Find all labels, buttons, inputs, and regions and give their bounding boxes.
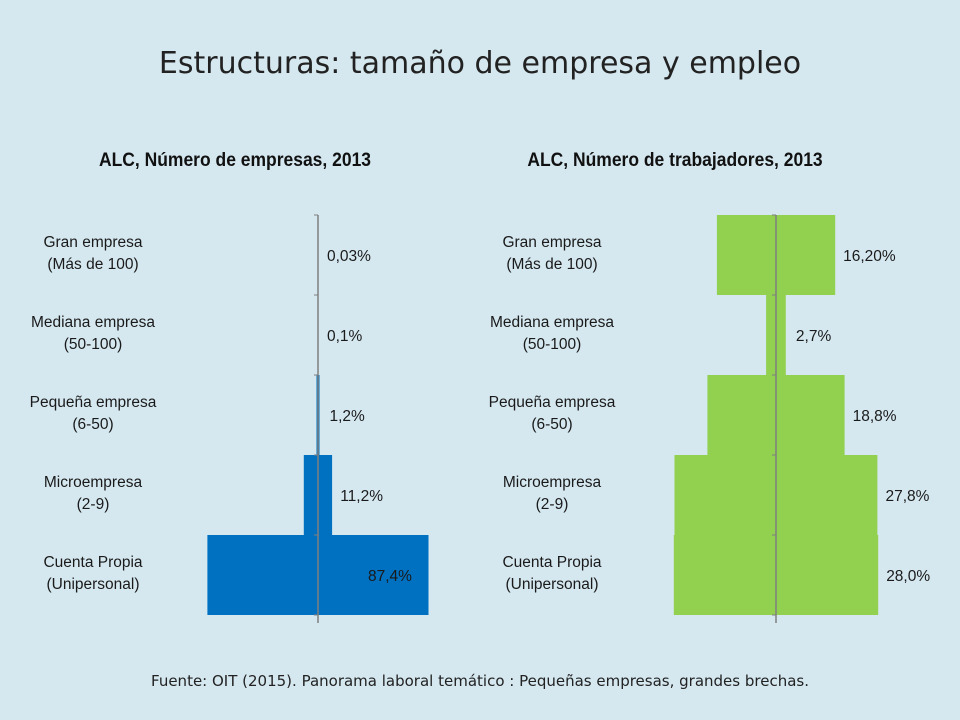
right-value-label: 16,20% [843, 248, 896, 265]
right-value-label: 2,7% [796, 328, 832, 345]
left-value-label: 0,03% [327, 248, 371, 265]
left-category-sublabel: (50-100) [64, 336, 123, 353]
slide-title: Estructuras: tamaño de empresa y empleo [158, 46, 802, 81]
left-category-sublabel: (Más de 100) [47, 256, 138, 273]
left-chart-title: ALC, Número de empresas, 2013 [98, 150, 372, 171]
left-category-sublabel: (Unipersonal) [46, 576, 139, 593]
right-category-label: Cuenta Propia [502, 554, 601, 571]
right-category-label: Pequeña empresa [489, 394, 616, 411]
left-category-label: Cuenta Propia [43, 554, 142, 571]
right-category-label: Mediana empresa [490, 314, 614, 331]
left-category-sublabel: (2-9) [77, 496, 110, 513]
left-category-label: Mediana empresa [31, 314, 155, 331]
right-chart-title: ALC, Número de trabajadores, 2013 [527, 150, 823, 171]
right-category-sublabel: (50-100) [523, 336, 582, 353]
left-value-label: 1,2% [330, 408, 366, 425]
left-category-sublabel: (6-50) [72, 416, 113, 433]
source-note: Fuente: OIT (2015). Panorama laboral tem… [151, 672, 809, 690]
right-value-label: 27,8% [886, 488, 930, 505]
left-category-label: Gran empresa [43, 234, 142, 251]
right-category-label: Microempresa [503, 474, 602, 491]
left-value-label: 11,2% [340, 488, 383, 505]
left-category-label: Pequeña empresa [30, 394, 157, 411]
right-category-sublabel: (Unipersonal) [505, 576, 598, 593]
right-value-label: 18,8% [853, 408, 897, 425]
right-category-sublabel: (2-9) [536, 496, 569, 513]
right-category-label: Gran empresa [502, 234, 601, 251]
left-category-label: Microempresa [44, 474, 143, 491]
left-value-label: 0,1% [327, 328, 363, 345]
left-value-label: 87,4% [368, 568, 412, 585]
right-category-sublabel: (Más de 100) [506, 256, 597, 273]
right-value-label: 28,0% [886, 568, 930, 585]
right-category-sublabel: (6-50) [531, 416, 572, 433]
